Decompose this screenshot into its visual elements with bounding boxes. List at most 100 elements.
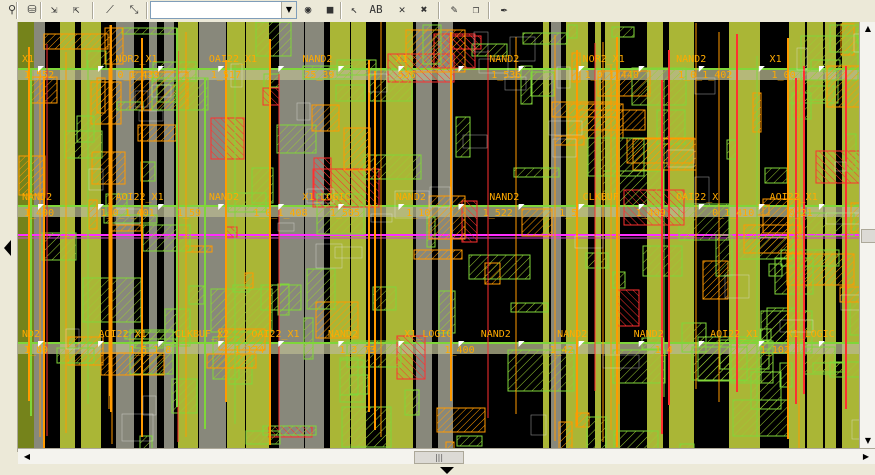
layout-shape: [245, 430, 281, 445]
net-label: 0_1_439: [117, 70, 159, 81]
layout-drawing[interactable]: X1 NOR2_X1 OAI22_X1 NAND2 X1 NAND2 NOR2_X1 NAND…: [18, 22, 859, 448]
binoculars-icon[interactable]: ⚲: [7, 3, 17, 16]
cell-name-label: X1: [22, 54, 34, 65]
layout-shape: [826, 65, 859, 108]
label-ab-icon[interactable]: AB: [369, 3, 383, 16]
pointer-icon[interactable]: ↖: [350, 3, 358, 16]
horizontal-scrollbar[interactable]: ◀ ||| ▶: [18, 448, 875, 465]
cell-outline: [134, 90, 149, 108]
cell-outline: [306, 188, 335, 204]
route-icon[interactable]: ⤡: [129, 3, 139, 16]
layer-block-icon[interactable]: ■: [326, 3, 334, 16]
layout-shape: [142, 224, 191, 252]
pin-marker-icon: [818, 204, 825, 210]
cell-name-label: NAND2: [209, 192, 239, 203]
net-label: 25_39: [304, 70, 334, 81]
cell-name-label: NAND2: [481, 329, 511, 340]
pin-marker-icon: [818, 341, 825, 347]
layer-select-combo[interactable]: ▼: [150, 1, 297, 19]
layout-shape: [586, 416, 607, 448]
layout-shape: [316, 193, 365, 235]
cell-outline: [230, 63, 243, 88]
scroll-up-arrow-icon[interactable]: ▲: [864, 24, 872, 33]
pin-marker-icon: [638, 204, 645, 210]
pin-marker-icon: [338, 341, 345, 347]
cell-outline: [114, 208, 141, 225]
pin-marker-icon: [38, 204, 44, 210]
toolbar-separator: [92, 2, 94, 19]
layout-shape: [218, 328, 266, 351]
pin-marker-icon: [758, 341, 765, 347]
copy-icon[interactable]: ❐: [472, 3, 480, 16]
layout-shape: [849, 301, 859, 336]
collapse-bottom-arrow-icon[interactable]: [440, 467, 454, 474]
eye-icon[interactable]: ◉: [304, 3, 312, 16]
layout-shape: [103, 214, 158, 224]
pin-marker-icon: [578, 66, 585, 72]
layout-shape: [369, 69, 413, 102]
pen-tool-icon[interactable]: ✒: [500, 3, 508, 16]
layout-shape: [756, 204, 770, 216]
horizontal-scroll-thumb[interactable]: |||: [414, 451, 464, 464]
select-b-icon[interactable]: ⇱: [72, 3, 80, 16]
cell-outline: [825, 212, 859, 225]
pin-marker-icon: [758, 204, 765, 210]
net-label: 1_5: [559, 208, 577, 219]
layout-shape: [522, 32, 568, 45]
layout-shape: [100, 352, 165, 376]
net-label: 536: [398, 70, 416, 81]
pin-marker-icon: [698, 204, 705, 210]
cell-outline: [429, 186, 451, 208]
layout-shape: [510, 302, 549, 313]
pin-marker-icon: [518, 204, 525, 210]
layout-shape: [251, 167, 274, 204]
layout-shape: [839, 286, 859, 303]
layout-shape: [507, 349, 575, 392]
vertical-scrollbar[interactable]: ▲ ▼: [859, 22, 875, 448]
cell-name-label: CLKBUF: [583, 192, 619, 203]
layout-shape: [438, 290, 456, 334]
layout-shape: [41, 232, 77, 261]
toolbar-separator: [146, 2, 148, 19]
layout-shape: [341, 406, 392, 448]
layout-shape: [90, 81, 122, 125]
layout-canvas[interactable]: X1 NOR2_X1 OAI22_X1 NAND2 X1 NAND2 NOR2_X1 NAND…: [18, 22, 859, 448]
vertical-scroll-thumb[interactable]: [861, 229, 875, 243]
pin-marker-icon: [638, 66, 645, 72]
pin-marker-icon: [98, 341, 105, 347]
chevron-down-icon[interactable]: ▼: [281, 2, 296, 18]
cell-outline: [851, 419, 859, 440]
layout-shape: [445, 441, 455, 448]
select-a-icon[interactable]: ⇲: [50, 3, 58, 16]
layout-shape: [521, 208, 553, 237]
layout-shape: [611, 26, 635, 38]
ruler-icon[interactable]: ⟋: [106, 3, 114, 16]
net-label: 1_59: [177, 208, 201, 219]
layout-shape: [43, 33, 109, 50]
pin-marker-icon: [698, 341, 705, 347]
layout-shape: [343, 127, 371, 171]
layout-shape: [311, 104, 340, 132]
net-label: 1_80: [24, 345, 48, 356]
cut-icon[interactable]: ✕: [398, 3, 406, 16]
layout-shape: [616, 289, 640, 327]
layout-shape: [829, 24, 859, 53]
scroll-left-arrow-icon[interactable]: ◀: [23, 452, 31, 461]
collapse-left-arrow-icon[interactable]: [4, 240, 11, 256]
net-label: 1_00: [772, 70, 796, 81]
pin-marker-icon: [158, 341, 165, 347]
scroll-right-arrow-icon[interactable]: ▶: [862, 452, 870, 461]
bottom-panel: [0, 464, 875, 475]
scroll-down-arrow-icon[interactable]: ▼: [864, 436, 872, 445]
cell-name-label: NAND2: [396, 192, 426, 203]
cell-name-label: AOI22_X1: [770, 192, 818, 203]
edit-page-icon[interactable]: ✎: [450, 3, 458, 16]
delete-icon[interactable]: ✖: [420, 3, 428, 16]
layout-shape: [232, 284, 250, 293]
pin-marker-icon: [458, 341, 465, 347]
find-replace-icon[interactable]: ⛁: [27, 3, 37, 16]
pin-marker-icon: [518, 341, 525, 347]
cell-outline: [552, 138, 577, 158]
pin-marker-icon: [638, 341, 645, 347]
cell-outline: [779, 319, 814, 333]
